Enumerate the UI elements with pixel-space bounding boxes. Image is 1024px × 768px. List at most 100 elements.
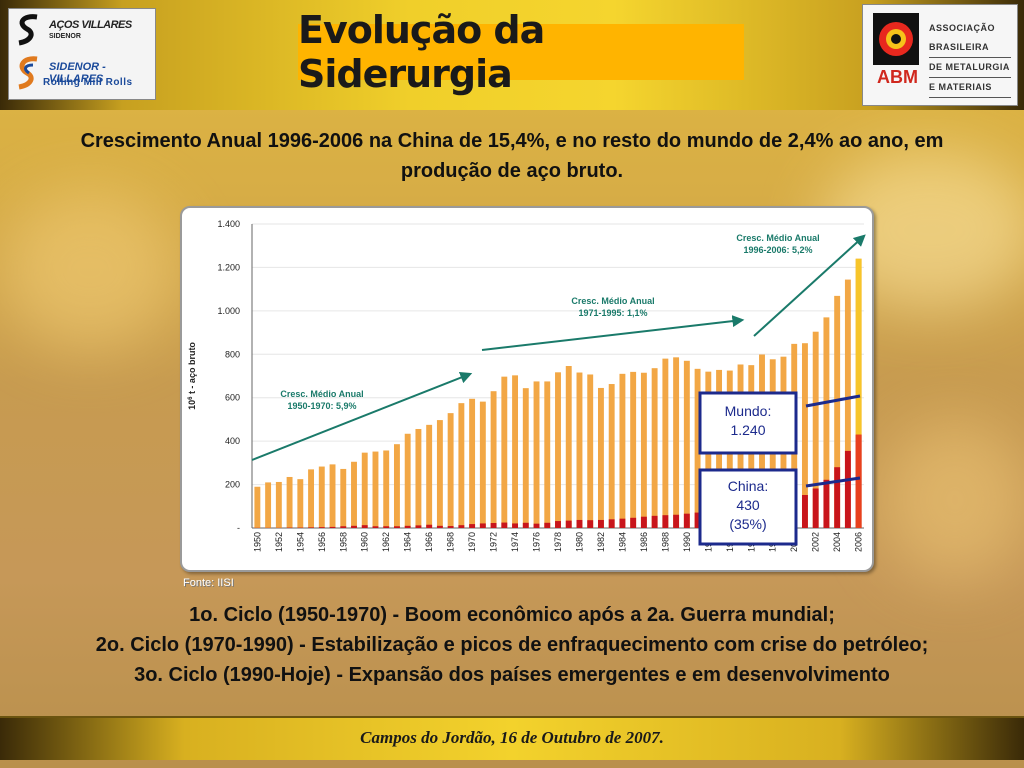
bar-world: [640, 372, 647, 528]
bar-world: [587, 374, 594, 528]
x-tick-label: 1988: [660, 532, 670, 552]
abm-logo-text: ABM: [877, 67, 918, 87]
logo-text-sidenor-small: SIDENOR: [49, 33, 81, 40]
bar-china: [844, 450, 851, 528]
bar-china: [834, 467, 841, 528]
slide-title-box: Evolução da Siderurgia: [298, 8, 744, 96]
bar-world: [662, 358, 669, 528]
bar-china: [436, 525, 443, 528]
bar-china: [597, 519, 604, 528]
bar-world: [383, 450, 390, 528]
growth-annotation: Cresc. Médio Anual: [280, 389, 363, 399]
footer-text: Campos do Jordão, 16 de Outubro de 2007.: [360, 728, 664, 747]
bar-world: [576, 372, 583, 528]
bar-world: [512, 375, 519, 528]
x-tick-label: 1966: [424, 532, 434, 552]
abm-logo-icon: [873, 13, 919, 65]
x-tick-label: 1958: [338, 532, 348, 552]
x-tick-label: 1978: [553, 532, 563, 552]
bar-china: [361, 525, 368, 528]
bar-china: [576, 519, 583, 528]
bar-world: [265, 482, 272, 528]
y-tick-label: 400: [225, 436, 240, 446]
bar-china: [673, 514, 680, 528]
logo-text-sidenor-villares: SIDENOR - VILLARES: [49, 61, 106, 85]
callout-china-label: China:: [728, 478, 768, 494]
bar-world: [393, 444, 400, 528]
callout-world-label: Mundo:: [725, 403, 772, 419]
bar-china: [651, 515, 658, 528]
x-tick-label: 1968: [446, 532, 456, 552]
abm-logo-line: DE METALURGIA: [929, 58, 1011, 78]
x-tick-label: 1970: [467, 532, 477, 552]
bar-world: [286, 476, 293, 528]
bar-world: [501, 376, 508, 528]
bar-china: [318, 527, 325, 528]
bar-world: [308, 469, 315, 528]
abm-logo-line: E MATERIAIS: [929, 78, 1011, 98]
bar-world: [608, 384, 615, 528]
bar-world: [683, 360, 690, 528]
bar-china: [565, 520, 572, 528]
bar-world: [490, 391, 497, 528]
growth-annotation: 1996-2006: 5,2%: [743, 245, 812, 255]
background-glow: [0, 190, 180, 350]
bar-china: [683, 513, 690, 528]
abm-logo-association: ASSOCIAÇÃO BRASILEIRA DE METALURGIA E MA…: [929, 19, 1011, 98]
bar-world: [651, 368, 658, 528]
bar-china: [426, 524, 433, 528]
chart-source: Fonte: IISI: [183, 577, 234, 589]
bar-world: [297, 479, 304, 528]
growth-annotation: 1971-1995: 1,1%: [578, 308, 647, 318]
growth-annotation: 1950-1970: 5,9%: [287, 401, 356, 411]
bar-world: [318, 466, 325, 528]
bar-china: [801, 494, 808, 528]
bar-world: [351, 461, 357, 528]
trend-arrow: [753, 234, 866, 337]
bar-world: [555, 372, 561, 528]
x-tick-label: 1980: [574, 532, 584, 552]
bar-china: [619, 518, 626, 528]
x-tick-label: 1950: [252, 532, 262, 552]
bar-world: [597, 387, 604, 528]
bar-world: [844, 279, 851, 528]
bar-china: [544, 522, 551, 528]
sub-heading-line: produção de aço bruto.: [400, 160, 624, 182]
x-tick-label: 1990: [682, 532, 692, 552]
sub-heading-line: Crescimento Anual 1996-2006 na China de …: [80, 130, 944, 152]
bar-world: [254, 486, 261, 528]
bar-world: [630, 371, 637, 528]
y-tick-label: -: [237, 523, 240, 533]
bar-china: [393, 526, 400, 528]
bar-china: [490, 523, 497, 528]
bar-world: [544, 381, 551, 528]
abm-logo-line: ASSOCIAÇÃO BRASILEIRA: [929, 19, 1011, 58]
bar-china: [458, 525, 465, 528]
bar-world: [415, 428, 422, 528]
bar-china: [694, 512, 701, 528]
bar-world: [801, 343, 808, 528]
bar-china: [608, 519, 615, 528]
bar-china: [533, 523, 540, 528]
cycle-line: 3o. Ciclo (1990-Hoje) - Expansão dos paí…: [134, 664, 890, 686]
cycles-text: 1o. Ciclo (1950-1970) - Boom econômico a…: [10, 600, 1014, 690]
bar-world: [533, 381, 540, 528]
x-tick-label: 1974: [510, 532, 520, 552]
bar-china: [469, 524, 476, 528]
bar-world: [458, 403, 465, 528]
y-tick-label: 1.200: [217, 262, 240, 272]
bar-china: [329, 526, 336, 528]
bar-china: [447, 526, 454, 528]
bar-china: [587, 520, 594, 528]
x-tick-label: 1984: [617, 532, 627, 552]
y-tick-label: 800: [225, 349, 240, 359]
bar-world: [823, 317, 830, 528]
bar-world: [812, 331, 819, 528]
bar-china-2006-highlight: [855, 434, 862, 528]
bar-world: [447, 413, 454, 528]
trend-arrow: [481, 315, 745, 351]
bar-china: [372, 526, 379, 528]
x-tick-label: 1976: [532, 532, 542, 552]
bar-world: [479, 401, 486, 528]
slide-title: Evolução da Siderurgia: [298, 8, 545, 96]
